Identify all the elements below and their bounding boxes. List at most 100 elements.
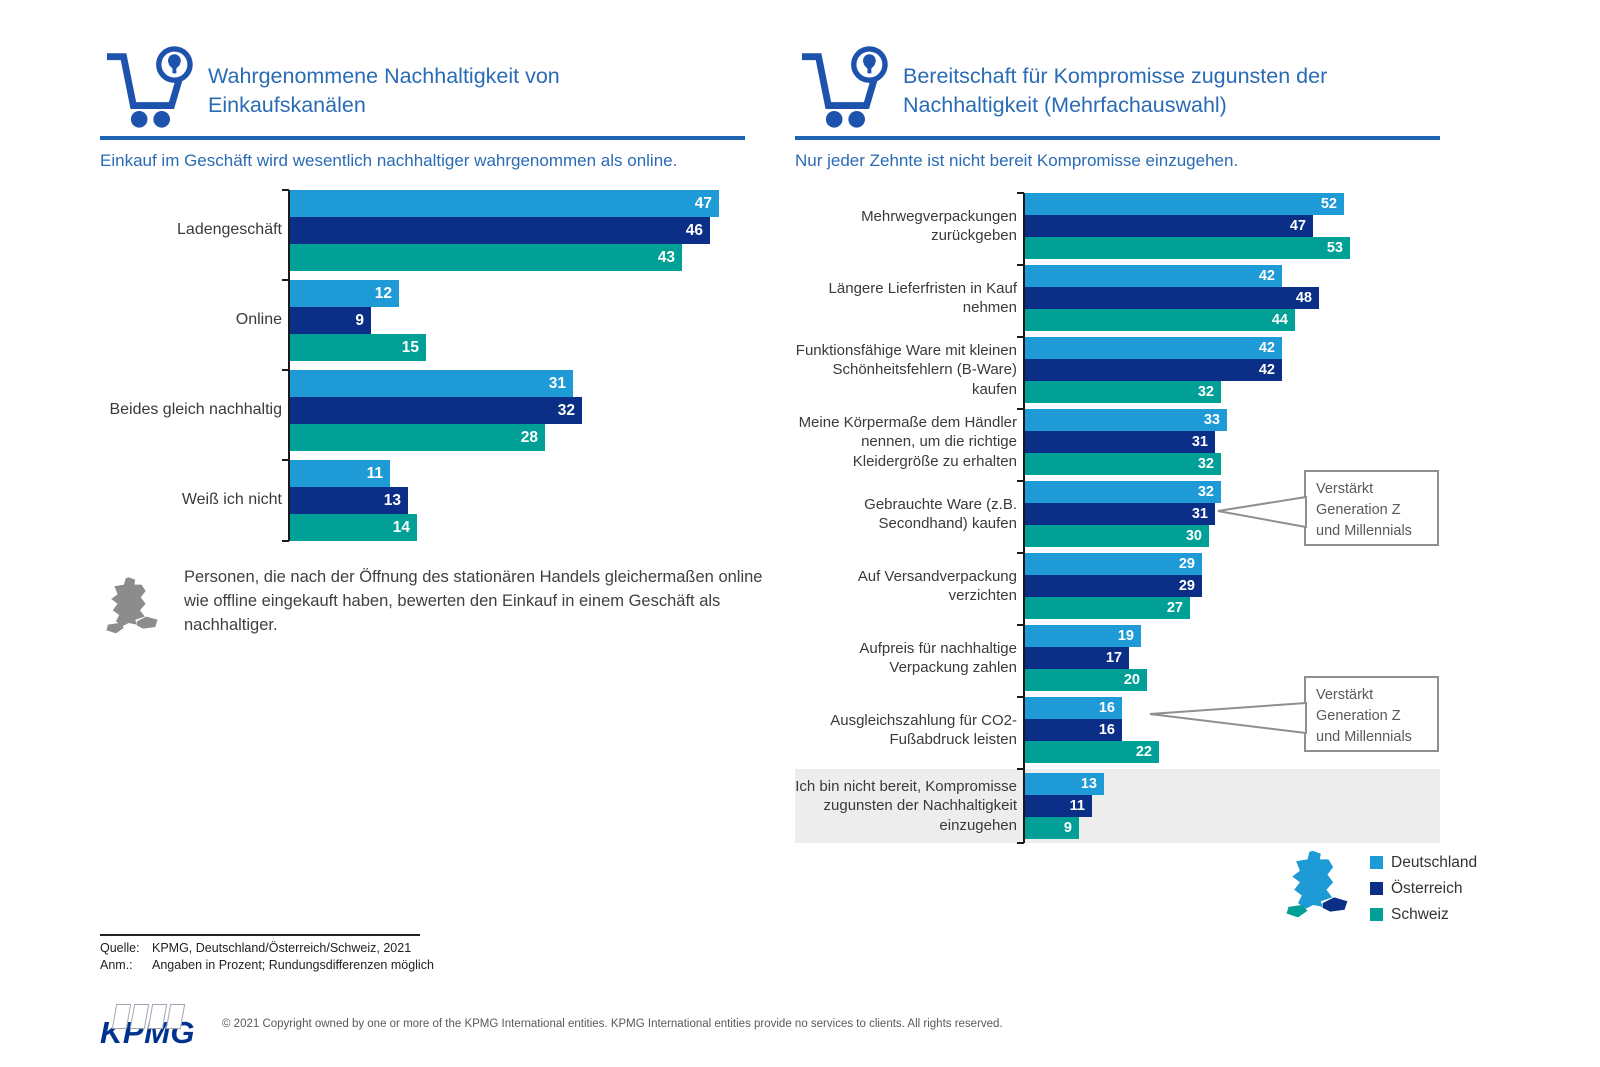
bars: 42 48 44 — [1024, 265, 1319, 331]
bar-value-label: 11 — [366, 465, 383, 482]
bar-value-label: 9 — [355, 312, 364, 329]
axis-tick — [1017, 842, 1024, 844]
bar-value-label: 31 — [1191, 506, 1208, 522]
bar-deutschland: 31 — [289, 370, 573, 397]
bar-österreich: 31 — [1024, 431, 1215, 453]
bar-schweiz: 22 — [1024, 741, 1159, 763]
bar-value-label: 32 — [1197, 484, 1214, 500]
bar-value-label: 19 — [1117, 628, 1134, 644]
bar-schweiz: 14 — [289, 514, 417, 541]
bar-österreich: 13 — [289, 487, 408, 514]
legend-items: Deutschland Österreich Schweiz — [1370, 854, 1477, 924]
axis-tick — [282, 459, 289, 461]
bar-group: Beides gleich nachhaltig 31 32 28 — [100, 370, 745, 451]
bars: 32 31 30 — [1024, 481, 1221, 547]
bar-value-label: 42 — [1258, 340, 1275, 356]
left-chart-title: Wahrgenommene Nachhaltigkeit von Einkauf… — [208, 64, 560, 117]
bar-schweiz: 9 — [1024, 817, 1079, 839]
bar-value-label: 20 — [1123, 672, 1140, 688]
bar-value-label: 47 — [694, 195, 712, 212]
bar-value-label: 48 — [1295, 290, 1312, 306]
bars: 47 46 43 — [289, 190, 719, 271]
axis-tick — [1017, 624, 1024, 626]
chart-axis — [1023, 193, 1025, 843]
category-label: Ausgleichszahlung für CO2-Fußabdruck lei… — [830, 711, 1017, 749]
source-divider — [100, 934, 420, 936]
bars: 13 11 9 — [1024, 773, 1104, 839]
bars: 29 29 27 — [1024, 553, 1202, 619]
bar-schweiz: 43 — [289, 244, 682, 271]
axis-tick — [282, 279, 289, 281]
bar-group: Ich bin nicht bereit, Kompromisse zuguns… — [795, 769, 1440, 843]
callout-generation-z-2: Verstärkt Generation Z und Millennials — [1304, 676, 1439, 752]
category-label: Beides gleich nachhaltig — [109, 401, 282, 419]
bar-value-label: 31 — [548, 375, 566, 392]
left-bar-chart: Ladengeschäft 47 46 43 Online 12 9 15 Beides gle… — [100, 189, 745, 550]
bar-österreich: 32 — [289, 397, 582, 424]
bar-group: Ausgleichszahlung für CO2-Fußabdruck lei… — [795, 697, 1440, 763]
axis-tick — [1017, 480, 1024, 482]
bar-value-label: 32 — [1197, 384, 1214, 400]
chart-axis — [288, 190, 290, 541]
bar-value-label: 42 — [1258, 362, 1275, 378]
callout-tail-2 — [1149, 701, 1307, 735]
legend-item-schweiz: Schweiz — [1370, 906, 1477, 924]
bar-deutschland: 52 — [1024, 193, 1344, 215]
bar-deutschland: 42 — [1024, 337, 1282, 359]
bar-value-label: 27 — [1166, 600, 1183, 616]
bars: 19 17 20 — [1024, 625, 1147, 691]
axis-tick — [1017, 696, 1024, 698]
bar-österreich: 42 — [1024, 359, 1282, 381]
shopping-cart-tree-icon — [793, 44, 893, 137]
bar-value-label: 15 — [401, 339, 419, 356]
bar-value-label: 12 — [374, 285, 392, 302]
bar-österreich: 48 — [1024, 287, 1319, 309]
axis-tick — [282, 540, 289, 542]
legend-label: Schweiz — [1391, 905, 1449, 923]
bar-österreich: 46 — [289, 217, 710, 244]
axis-tick — [1017, 768, 1024, 770]
bar-schweiz: 27 — [1024, 597, 1190, 619]
bar-value-label: 32 — [1197, 456, 1214, 472]
bar-value-label: 43 — [657, 249, 675, 266]
bar-schweiz: 20 — [1024, 669, 1147, 691]
left-header-rule — [100, 136, 745, 140]
bar-value-label: 33 — [1203, 412, 1220, 428]
kpmg-logo: KPMG — [100, 1004, 220, 1051]
category-label: Gebrauchte Ware (z.B. Secondhand) kaufen — [864, 495, 1017, 533]
left-chart-subtitle: Einkauf im Geschäft wird wesentlich nach… — [100, 151, 678, 170]
bar-value-label: 42 — [1258, 268, 1275, 284]
category-label: Mehrwegverpackungen zurückgeben — [861, 207, 1017, 245]
axis-tick — [1017, 408, 1024, 410]
bar-value-label: 13 — [383, 492, 401, 509]
bar-value-label: 53 — [1326, 240, 1343, 256]
bar-value-label: 11 — [1069, 798, 1085, 814]
bar-schweiz: 30 — [1024, 525, 1209, 547]
bars: 31 32 28 — [289, 370, 582, 451]
right-bar-chart: Mehrwegverpackungen zurückgeben 52 47 53 Län… — [795, 192, 1440, 849]
bar-value-label: 22 — [1135, 744, 1152, 760]
axis-tick — [282, 369, 289, 371]
bar-group: Aufpreis für nachhaltige Verpackung zahl… — [795, 625, 1440, 691]
bar-schweiz: 28 — [289, 424, 545, 451]
axis-tick — [282, 189, 289, 191]
source-row-quelle: Quelle: KPMG, Deutschland/Österreich/Sch… — [100, 941, 740, 955]
dach-map-icon — [100, 566, 164, 653]
bar-value-label: 29 — [1178, 556, 1195, 572]
shopping-cart-tree-icon — [98, 44, 198, 137]
note-text: Personen, die nach der Öffnung des stati… — [184, 568, 763, 634]
bar-deutschland: 11 — [289, 460, 390, 487]
bar-österreich: 31 — [1024, 503, 1215, 525]
bar-value-label: 17 — [1105, 650, 1122, 666]
bar-value-label: 32 — [557, 402, 575, 419]
axis-tick — [1017, 192, 1024, 194]
bar-österreich: 16 — [1024, 719, 1122, 741]
legend-swatch — [1370, 882, 1383, 895]
legend-swatch — [1370, 908, 1383, 921]
axis-tick — [1017, 552, 1024, 554]
note-block: Personen, die nach der Öffnung des stati… — [100, 566, 775, 653]
source-label: Quelle: — [100, 941, 140, 955]
bar-group: Gebrauchte Ware (z.B. Secondhand) kaufen… — [795, 481, 1440, 547]
chart-legend: Deutschland Österreich Schweiz — [1278, 848, 1477, 929]
note-abbrev-text: Angaben in Prozent; Rundungsdifferenzen … — [152, 958, 434, 972]
